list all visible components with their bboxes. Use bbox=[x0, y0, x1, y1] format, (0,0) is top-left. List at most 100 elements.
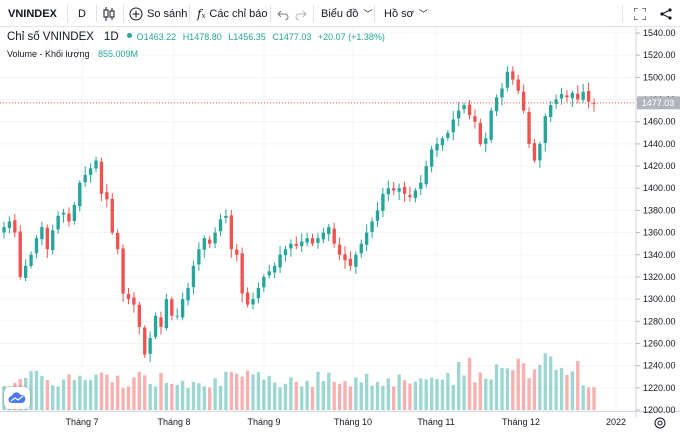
time-tick-label: Tháng 11 bbox=[417, 417, 454, 427]
candle-body bbox=[500, 88, 504, 98]
volume-bar bbox=[586, 387, 591, 410]
price-tick-label: 1280.00 bbox=[643, 316, 676, 326]
candle-body bbox=[321, 232, 326, 240]
volume-bar bbox=[592, 387, 596, 410]
indicators-button[interactable]: fx Các chỉ báo bbox=[197, 0, 268, 27]
volume-bar bbox=[354, 377, 358, 410]
share-button[interactable] bbox=[660, 0, 672, 27]
candle-body bbox=[300, 241, 304, 247]
volume-bar bbox=[208, 387, 212, 410]
profile-button[interactable]: Hồ sơ ﹀ bbox=[384, 0, 428, 27]
candle-body bbox=[549, 105, 553, 118]
candle-body bbox=[56, 215, 60, 230]
price-axis[interactable]: 1540.001520.001500.001480.001460.001440.… bbox=[636, 28, 676, 415]
candle-body bbox=[256, 288, 261, 299]
candle-body bbox=[159, 317, 163, 327]
volume-bar bbox=[570, 371, 575, 410]
price-tick-label: 1320.00 bbox=[643, 272, 676, 282]
candle-body bbox=[337, 244, 342, 255]
time-axis-settings-button[interactable] bbox=[654, 417, 666, 429]
volume-bar bbox=[527, 378, 531, 410]
volume-bar bbox=[272, 382, 277, 410]
high-value: H1478.80 bbox=[182, 32, 222, 42]
volume-bar bbox=[478, 372, 483, 410]
candle-body bbox=[473, 116, 477, 122]
time-tick-label: Tháng 9 bbox=[247, 417, 280, 427]
interval-label: D bbox=[78, 7, 86, 20]
redo-icon bbox=[295, 10, 307, 20]
volume-legend: Volume - Khối lượng 855.009M bbox=[7, 49, 138, 59]
candle-body bbox=[370, 221, 374, 232]
candle-body bbox=[429, 149, 434, 167]
symbol-search-button[interactable]: VNINDEX bbox=[8, 0, 57, 27]
candle-body bbox=[191, 265, 196, 288]
candle-body bbox=[105, 192, 109, 200]
volume-bar bbox=[467, 357, 472, 410]
candle-body bbox=[581, 91, 585, 100]
volume-bar bbox=[473, 382, 477, 410]
ohlc-values: O1463.22 H1478.80 L1456.35 C1477.03 +20.… bbox=[137, 32, 389, 42]
tradingview-logo[interactable] bbox=[4, 387, 30, 409]
volume-bar bbox=[105, 374, 109, 410]
candle-body bbox=[202, 238, 206, 250]
volume-bar bbox=[294, 381, 298, 410]
candle-body bbox=[186, 288, 190, 301]
candle-body bbox=[61, 212, 66, 215]
undo-icon bbox=[277, 10, 289, 20]
undo-button[interactable] bbox=[277, 0, 289, 27]
volume-value: 855.009M bbox=[97, 49, 139, 59]
price-tick-label: 1440.00 bbox=[643, 139, 676, 149]
volume-bar bbox=[576, 361, 580, 410]
volume-bar bbox=[364, 373, 369, 410]
volume-bar bbox=[532, 369, 537, 410]
volume-bar bbox=[538, 364, 542, 410]
candle-body bbox=[505, 71, 510, 88]
volume-bar bbox=[359, 382, 363, 410]
candle-body bbox=[110, 198, 114, 233]
candle-body bbox=[99, 161, 104, 194]
candle-body bbox=[115, 233, 120, 250]
price-tick-label: 1240.00 bbox=[643, 361, 676, 371]
fullscreen-button[interactable] bbox=[634, 0, 646, 27]
candle-body bbox=[29, 254, 33, 266]
volume-bar bbox=[224, 371, 228, 410]
volume-bar bbox=[381, 385, 385, 410]
time-axis[interactable]: Tháng 7 Tháng 8 Tháng 9 Tháng 10 Tháng 11 Thá… bbox=[65, 417, 626, 427]
candle-body bbox=[267, 271, 271, 276]
price-chart[interactable]: 1540.001520.001500.001480.001460.001440.… bbox=[0, 27, 680, 432]
candle-body bbox=[78, 182, 82, 207]
volume-bar bbox=[164, 382, 169, 410]
volume-bar bbox=[235, 373, 239, 410]
volume-bar bbox=[148, 383, 152, 410]
volume-bar bbox=[337, 383, 342, 410]
bar-style-button[interactable] bbox=[102, 0, 116, 27]
volume-bar bbox=[29, 371, 33, 410]
volume-bar bbox=[159, 372, 163, 410]
chart-type-button[interactable]: Biểu đồ ﹀ bbox=[321, 0, 372, 27]
volume-bar bbox=[419, 378, 423, 410]
candle-body bbox=[446, 132, 450, 138]
candle-body bbox=[521, 91, 526, 111]
volume-bar bbox=[78, 375, 82, 410]
volume-bar bbox=[505, 368, 510, 410]
symbol-label: VNINDEX bbox=[8, 7, 57, 20]
candle-body bbox=[359, 243, 363, 254]
candle-body bbox=[18, 231, 22, 277]
volume-bar bbox=[435, 379, 439, 410]
time-tick-label: 2022 bbox=[606, 417, 626, 427]
redo-button[interactable] bbox=[295, 0, 307, 27]
compare-button[interactable]: So sánh bbox=[129, 0, 187, 27]
chevron-down-icon: ﹀ bbox=[418, 9, 428, 19]
volume-bar bbox=[543, 353, 547, 410]
candle-body bbox=[7, 221, 12, 228]
candle-body bbox=[478, 122, 483, 144]
interval-button[interactable]: D bbox=[78, 0, 86, 27]
price-tick-label: 1420.00 bbox=[643, 161, 676, 171]
price-tick-label: 1360.00 bbox=[643, 228, 676, 238]
volume-bar bbox=[143, 375, 147, 410]
candle-body bbox=[413, 190, 418, 198]
candle-body bbox=[272, 265, 277, 273]
candle-body bbox=[419, 182, 423, 189]
candlesticks bbox=[2, 66, 596, 362]
volume-bar bbox=[402, 380, 407, 410]
